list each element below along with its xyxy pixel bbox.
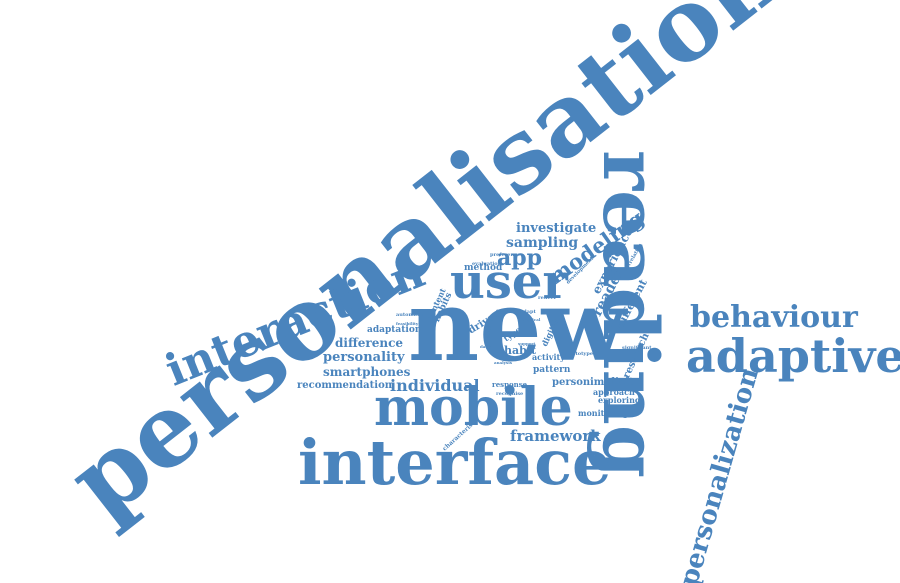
word-adaptive: adaptive <box>686 329 900 383</box>
word-preference: preference <box>490 252 521 258</box>
word-smartphones: smartphones <box>323 365 411 379</box>
word-user: user <box>450 254 568 310</box>
word-sampling: sampling <box>506 235 579 251</box>
word-implicit: implicit <box>590 377 634 388</box>
word-interface: interface <box>298 426 612 499</box>
word-adaptation: adaptation <box>367 325 422 335</box>
word-method: method <box>464 263 503 273</box>
word-analysis: analysis <box>494 360 512 365</box>
word-individual: individual <box>390 376 480 395</box>
word-significant: significant <box>622 345 652 351</box>
word-investigate: investigate <box>516 221 597 236</box>
word-new: new <box>408 269 626 384</box>
word-behaviour: behaviour <box>690 300 858 335</box>
word-personality: personality <box>323 350 405 365</box>
word-explore: explore <box>496 308 517 314</box>
word-approach: approach <box>593 387 635 397</box>
word-mobile: mobile <box>374 377 573 438</box>
word-reflect: reflect <box>538 295 556 301</box>
word-response: response <box>492 380 528 389</box>
word-framework: framework <box>510 427 601 445</box>
word-recognise: recognise <box>496 391 524 397</box>
word-evaluation: evaluation <box>472 261 502 267</box>
word-prototype: prototype <box>566 351 594 357</box>
word-monitoring: monitoring <box>578 408 629 418</box>
word-activity: activity <box>532 352 565 362</box>
word-person: person <box>552 377 591 388</box>
word-support: support <box>518 341 536 346</box>
word-adapt: adapt <box>520 309 536 315</box>
word-daily: daily <box>480 344 491 349</box>
word-pattern: pattern <box>533 365 571 375</box>
word-automatic: automatic <box>396 312 425 318</box>
word-app: app <box>497 245 543 271</box>
word-habit: habit <box>504 344 537 357</box>
word-personalization: personalization <box>674 364 766 583</box>
word-feasibility: feasibility <box>396 321 419 326</box>
word-physical: physical <box>522 317 541 322</box>
word-difference: difference <box>335 336 404 350</box>
word-exploring: exploring <box>598 395 641 405</box>
word-recommendation: recommendation <box>297 380 393 391</box>
